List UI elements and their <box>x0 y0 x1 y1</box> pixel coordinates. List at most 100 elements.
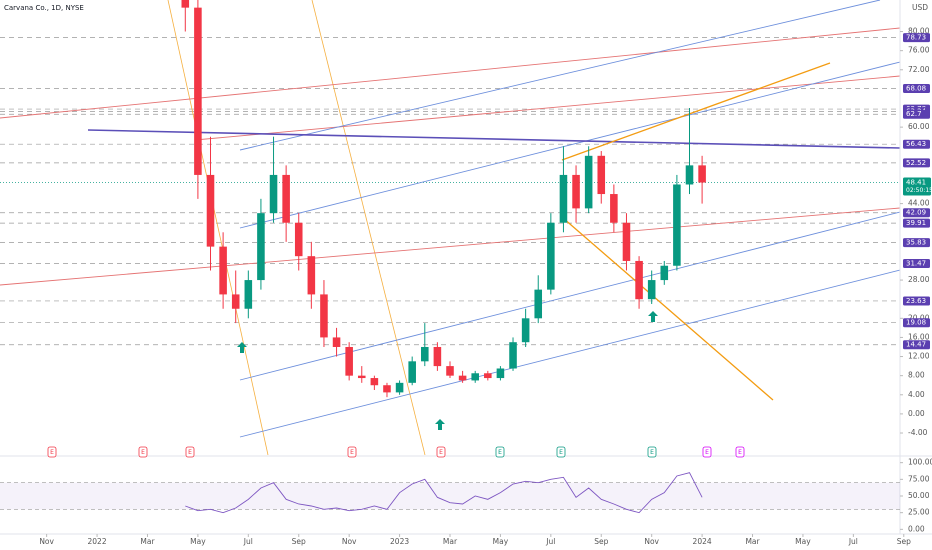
candle-body <box>547 222 555 290</box>
up-arrow <box>237 342 247 353</box>
candle-body <box>471 373 479 381</box>
x-tick-label: May <box>190 537 206 546</box>
x-tick-label: 2024 <box>693 537 712 546</box>
candle-body <box>421 346 429 362</box>
x-tick-label: Jul <box>545 537 555 546</box>
candle-body <box>622 222 631 261</box>
level-label: 39.91 <box>906 219 926 227</box>
level-tag <box>903 296 930 306</box>
x-tick-label: 2022 <box>88 537 107 546</box>
event-marker <box>47 446 57 458</box>
event-marker <box>702 446 712 458</box>
trend-line <box>239 269 900 438</box>
candle-body <box>206 174 215 247</box>
rsi-line <box>185 472 703 514</box>
y-tick-label: 72.00 <box>908 65 930 74</box>
y-tick-label: 20.00 <box>908 313 930 322</box>
y-tick-label: 80.00 <box>908 27 930 36</box>
candle-body <box>673 184 681 266</box>
level-tag <box>903 208 930 218</box>
candle-body <box>332 337 341 347</box>
candle-body <box>521 318 530 343</box>
x-tick-label: Jul <box>848 537 858 546</box>
event-marker <box>647 446 657 458</box>
candle-body <box>610 194 618 223</box>
candle-body <box>181 0 190 8</box>
candle-body <box>446 366 454 376</box>
last-price-label: 48.41 <box>906 179 926 187</box>
level-label: 62.7 <box>906 110 922 118</box>
x-tick-label: May <box>493 537 509 546</box>
level-label: 19.08 <box>906 319 926 327</box>
x-tick-label: Nov <box>39 537 54 546</box>
y-tick-label: 60.00 <box>908 122 930 131</box>
candle-body <box>408 361 416 383</box>
level-tag <box>903 258 930 268</box>
x-tick-label: Mar <box>140 537 155 546</box>
trend-line <box>239 211 900 381</box>
event-label: E <box>650 449 654 456</box>
drawings <box>0 0 900 455</box>
candle-body <box>660 265 669 281</box>
candle-body <box>370 378 379 386</box>
candle-body <box>597 155 606 195</box>
candle-body <box>257 213 265 281</box>
trend-line <box>0 207 900 286</box>
event-marker <box>185 446 195 458</box>
x-tick-label: Sep <box>292 537 306 546</box>
level-label: 14.47 <box>906 341 926 349</box>
event-label: E <box>498 449 502 456</box>
event-label: E <box>141 449 145 456</box>
rsi-tick-label: 50.00 <box>908 491 930 500</box>
y-tick-label: 0.00 <box>908 409 925 418</box>
candle-body <box>395 382 404 393</box>
y-tick-label: 76.00 <box>908 46 930 55</box>
rsi-tick-label: 75.00 <box>908 474 930 483</box>
level-label: 42.09 <box>906 209 926 217</box>
event-marker <box>347 446 357 458</box>
candle-body <box>433 346 442 367</box>
candle-body <box>572 174 580 209</box>
event-marker <box>495 446 505 458</box>
level-tag <box>903 340 930 350</box>
up-arrow <box>648 311 658 322</box>
candle-body <box>320 294 328 338</box>
candle-body <box>282 174 290 223</box>
trend-line <box>194 75 900 141</box>
x-tick-label: Mar <box>745 537 760 546</box>
symbol-title: Carvana Co., 1D, NYSE <box>4 4 84 12</box>
candle-body <box>559 174 568 223</box>
y-tick-label: 12.00 <box>908 352 930 361</box>
candle-body <box>383 385 391 393</box>
x-tick-label: Mar <box>443 537 458 546</box>
candle-body <box>647 280 656 300</box>
x-tick-label: Nov <box>644 537 659 546</box>
arrows <box>237 311 658 430</box>
candle-body <box>269 174 278 214</box>
y-tick-label: 44.00 <box>908 199 930 208</box>
candle-body <box>509 342 517 369</box>
level-label: 52.52 <box>906 159 926 167</box>
level-tag <box>903 84 930 94</box>
event-label: E <box>559 449 563 456</box>
candle-body <box>307 256 316 295</box>
y-tick-label: 28.00 <box>908 275 930 284</box>
candle-body <box>534 289 543 319</box>
candle-body <box>698 165 706 183</box>
event-label: E <box>50 449 54 456</box>
trend-line <box>239 0 881 151</box>
level-tag <box>903 218 930 228</box>
candle-body <box>231 294 240 309</box>
rsi-pane: 100.00 75.00 50.00 25.00 0.00 <box>0 458 932 533</box>
level-label: 68.08 <box>906 85 926 93</box>
candle-body <box>294 222 303 257</box>
y-tick-label: -4.00 <box>908 428 928 437</box>
countdown: 02:50:15 <box>906 187 932 194</box>
level-tag <box>903 318 930 328</box>
level-tag <box>903 158 930 168</box>
last-price-tag <box>903 177 931 196</box>
trend-line <box>239 61 900 229</box>
candle-body <box>584 155 593 209</box>
candle-body <box>345 346 353 376</box>
level-label: 56.43 <box>906 140 926 148</box>
